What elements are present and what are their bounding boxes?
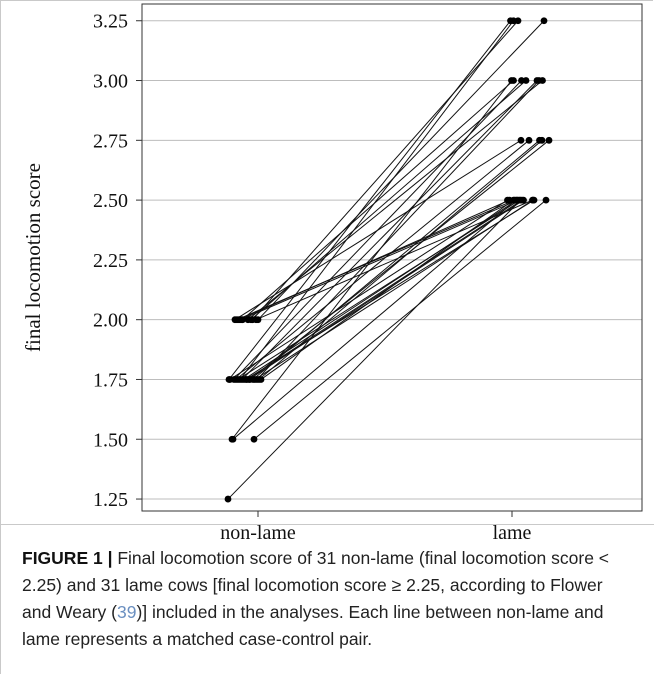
point-lame-23 (506, 196, 513, 204)
pair-line-30 (257, 20, 545, 321)
pair-line-4 (228, 20, 511, 380)
pair-line-2 (232, 199, 517, 440)
caption-text-part2: )] included in the analyses. Each line b… (22, 602, 604, 649)
pair-line-17 (254, 199, 534, 380)
point-lame-27 (522, 77, 530, 84)
pair-line-3 (253, 199, 547, 440)
pair-line-1 (231, 80, 512, 440)
y-axis-title: final locomotion score (21, 163, 45, 352)
pair-line-21 (234, 139, 522, 321)
pair-line-20 (260, 199, 514, 380)
pair-line-16 (252, 139, 540, 380)
pair-line-10 (241, 80, 538, 380)
pair-line-27 (250, 80, 527, 321)
pair-line-13 (246, 199, 523, 380)
point-nonlame-0 (224, 495, 232, 503)
x-tick-label-1: lame (493, 522, 532, 540)
point-nonlame-25 (239, 316, 246, 324)
pair-line-23 (238, 199, 510, 321)
y-tick-label-0: 1.25 (93, 489, 128, 511)
point-lame-26 (539, 77, 546, 84)
pair-line-28 (252, 20, 519, 321)
point-lame-3 (542, 196, 550, 204)
point-nonlame-30 (254, 316, 262, 324)
pair-line-15 (249, 139, 550, 380)
pair-line-29 (255, 199, 533, 321)
y-tick-label-7: 3.00 (93, 71, 128, 93)
point-lame-25 (510, 77, 517, 84)
point-nonlame-2 (229, 435, 237, 443)
y-tick-label-3: 2.00 (93, 310, 128, 332)
x-tick-label-0: non-lame (220, 522, 296, 540)
y-tick-label-6: 2.75 (93, 130, 128, 152)
pair-lines (227, 20, 550, 500)
point-lame-28 (514, 17, 522, 25)
point-lame-24 (514, 196, 522, 204)
pair-line-5 (229, 199, 508, 380)
point-lame-29 (529, 196, 536, 204)
y-tick-label-5: 2.50 (93, 190, 128, 212)
point-lame-21 (517, 136, 525, 144)
pair-line-9 (239, 20, 514, 380)
y-tick-label-4: 2.25 (93, 250, 128, 272)
grid-lines (142, 20, 642, 500)
plot-panel (141, 3, 643, 512)
y-tick-label-2: 1.75 (93, 369, 128, 391)
point-lame-19 (538, 136, 546, 144)
caption-label: FIGURE 1 | (22, 548, 113, 568)
y-tick-label-1: 1.50 (93, 429, 128, 451)
point-lame-7 (525, 136, 533, 144)
caption-divider (0, 524, 654, 525)
caption-reference-link[interactable]: 39 (117, 602, 137, 622)
point-nonlame-20 (257, 376, 265, 383)
pair-line-19 (258, 139, 543, 380)
point-lame-14 (520, 196, 527, 204)
pair-line-8 (237, 199, 520, 380)
figure-caption: FIGURE 1 | Final locomotion score of 31 … (22, 545, 634, 653)
pair-line-7 (235, 139, 530, 380)
pair-line-24 (240, 199, 519, 321)
data-points (224, 17, 553, 503)
point-lame-30 (540, 17, 548, 25)
y-tick-label-8: 3.25 (93, 11, 128, 33)
y-axis-ticks: 1.25 1.50 1.75 2.00 2.25 2.50 2.75 3.00 3.25 (93, 11, 142, 511)
pair-line-18 (256, 80, 540, 380)
pair-line-0 (227, 199, 521, 500)
x-axis-ticks: non-lame lame (220, 511, 532, 540)
locomotion-chart: 1.25 1.50 1.75 2.00 2.25 2.50 2.75 3.00 3.25 non… (21, 3, 643, 540)
point-nonlame-3 (250, 435, 258, 443)
caption-text-part1: Final locomotion score of 31 non-lame (f… (22, 548, 610, 622)
point-lame-15 (545, 136, 553, 144)
